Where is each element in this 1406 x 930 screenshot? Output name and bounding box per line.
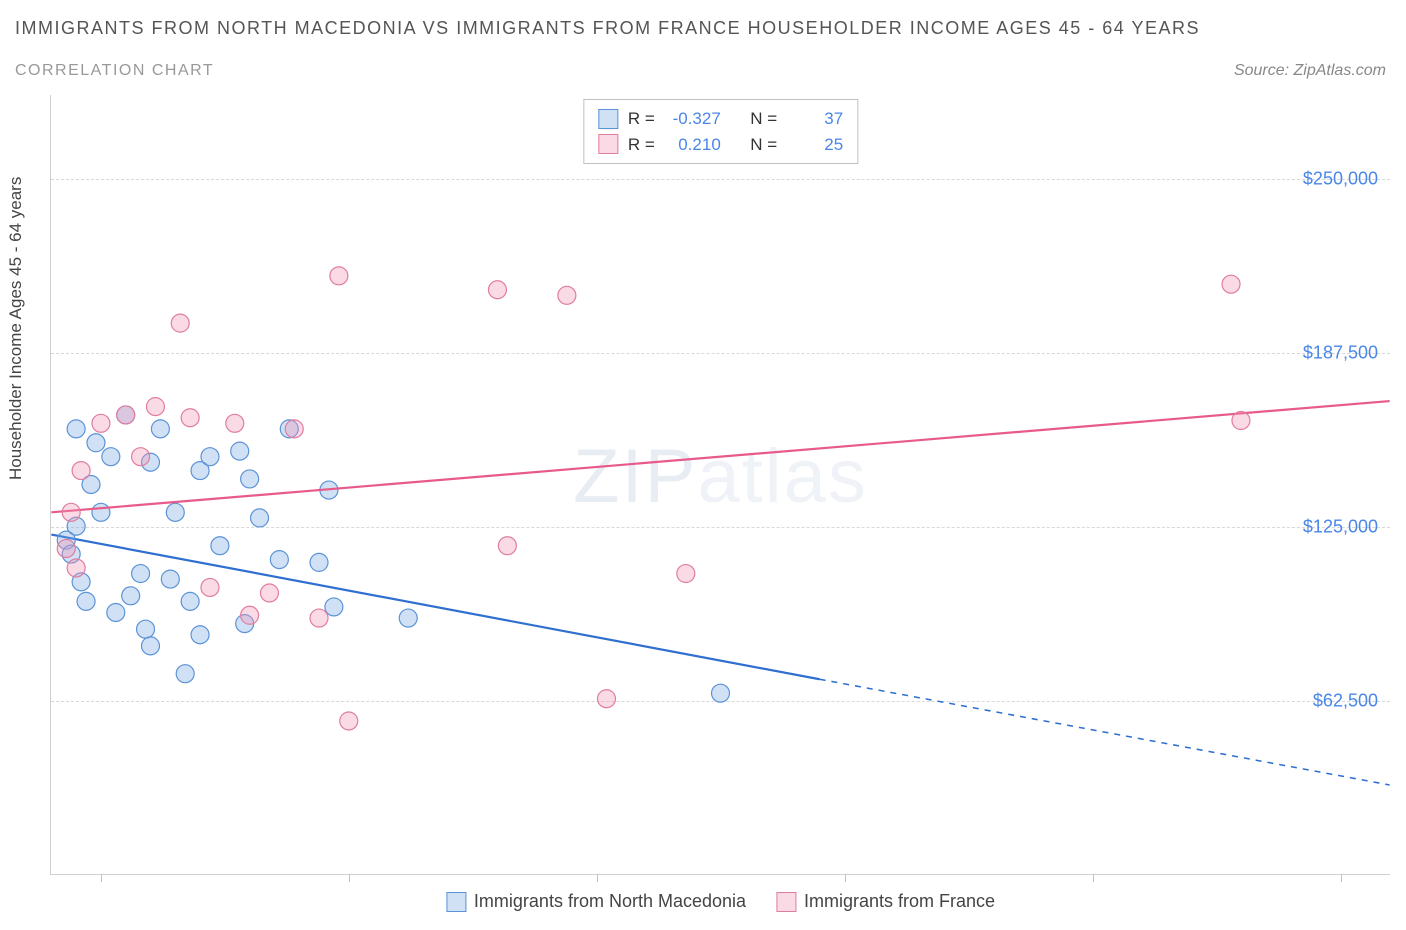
data-point — [201, 448, 219, 466]
data-point — [77, 592, 95, 610]
data-point — [87, 434, 105, 452]
chart-plot-area: ZIPatlas R = -0.327 N = 37 R = 0.210 N =… — [50, 95, 1390, 875]
data-point — [181, 592, 199, 610]
data-point — [62, 503, 80, 521]
stat-r-value: -0.327 — [665, 106, 721, 132]
data-point — [270, 551, 288, 569]
x-tick — [101, 874, 102, 882]
source-attribution: Source: ZipAtlas.com — [1234, 62, 1386, 80]
data-point — [137, 620, 155, 638]
stat-row: R = -0.327 N = 37 — [598, 106, 843, 132]
data-point — [488, 281, 506, 299]
data-point — [161, 570, 179, 588]
chart-title-main: IMMIGRANTS FROM NORTH MACEDONIA VS IMMIG… — [15, 18, 1200, 39]
stat-n-label: N = — [750, 132, 777, 158]
data-point — [102, 448, 120, 466]
chart-title-sub: CORRELATION CHART — [15, 62, 214, 80]
stat-n-label: N = — [750, 106, 777, 132]
data-point — [142, 637, 160, 655]
data-point — [72, 462, 90, 480]
data-point — [285, 420, 303, 438]
stat-swatch-series2 — [598, 134, 618, 154]
data-point — [211, 537, 229, 555]
y-axis-label: Householder Income Ages 45 - 64 years — [6, 177, 26, 480]
data-point — [201, 578, 219, 596]
data-point — [241, 470, 259, 488]
trend-line-dashed — [820, 679, 1390, 785]
trend-line — [51, 535, 819, 680]
stat-r-label: R = — [628, 132, 655, 158]
data-point — [340, 712, 358, 730]
data-point — [132, 565, 150, 583]
data-point — [146, 398, 164, 416]
data-point — [1232, 412, 1250, 430]
data-point — [712, 684, 730, 702]
stat-r-value: 0.210 — [665, 132, 721, 158]
stat-row: R = 0.210 N = 25 — [598, 132, 843, 158]
data-point — [176, 665, 194, 683]
data-point — [151, 420, 169, 438]
data-point — [325, 598, 343, 616]
stat-swatch-series1 — [598, 109, 618, 129]
data-point — [171, 314, 189, 332]
bottom-legend: Immigrants from North Macedonia Immigran… — [446, 891, 995, 912]
x-tick — [597, 874, 598, 882]
data-point — [310, 609, 328, 627]
x-tick — [1341, 874, 1342, 882]
data-point — [310, 553, 328, 571]
legend-label: Immigrants from France — [804, 891, 995, 912]
data-point — [107, 603, 125, 621]
data-point — [117, 406, 135, 424]
legend-label: Immigrants from North Macedonia — [474, 891, 746, 912]
data-point — [241, 606, 259, 624]
data-point — [677, 565, 695, 583]
data-point — [558, 286, 576, 304]
data-point — [67, 420, 85, 438]
legend-item: Immigrants from North Macedonia — [446, 891, 746, 912]
data-point — [92, 414, 110, 432]
legend-item: Immigrants from France — [776, 891, 995, 912]
data-point — [251, 509, 269, 527]
trend-line — [51, 401, 1389, 512]
data-point — [132, 448, 150, 466]
data-point — [231, 442, 249, 460]
correlation-stat-box: R = -0.327 N = 37 R = 0.210 N = 25 — [583, 99, 858, 164]
data-point — [1222, 275, 1240, 293]
data-point — [57, 540, 75, 558]
data-point — [166, 503, 184, 521]
data-point — [181, 409, 199, 427]
data-point — [122, 587, 140, 605]
data-point — [330, 267, 348, 285]
legend-swatch-series1 — [446, 892, 466, 912]
x-tick — [1093, 874, 1094, 882]
x-tick — [845, 874, 846, 882]
stat-n-value: 25 — [787, 132, 843, 158]
data-point — [191, 626, 209, 644]
data-point — [67, 559, 85, 577]
scatter-plot-svg — [51, 95, 1390, 874]
x-tick — [349, 874, 350, 882]
data-point — [399, 609, 417, 627]
stat-r-label: R = — [628, 106, 655, 132]
data-point — [598, 690, 616, 708]
stat-n-value: 37 — [787, 106, 843, 132]
data-point — [226, 414, 244, 432]
data-point — [498, 537, 516, 555]
legend-swatch-series2 — [776, 892, 796, 912]
data-point — [92, 503, 110, 521]
data-point — [260, 584, 278, 602]
